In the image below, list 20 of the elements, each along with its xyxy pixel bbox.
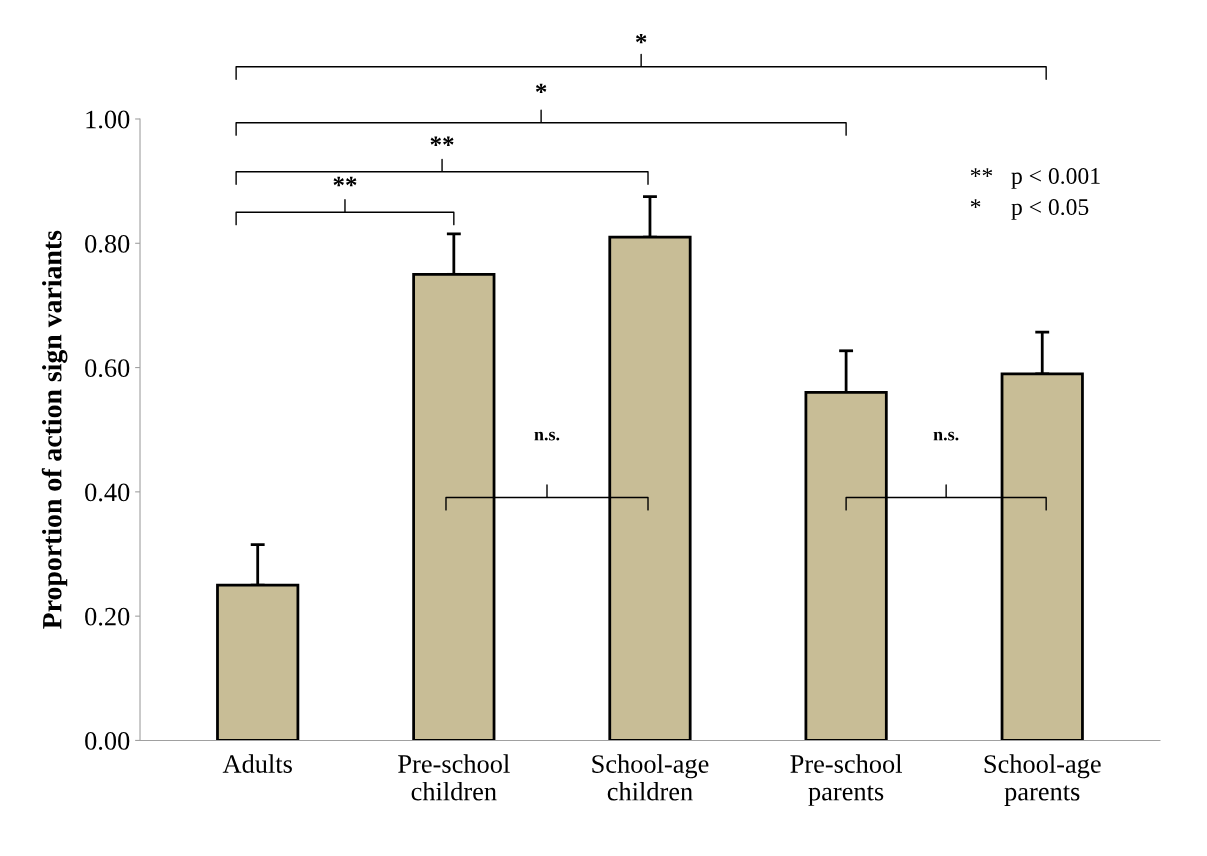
text: * (635, 33, 647, 44)
x-tick-label: School-age children (592, 754, 709, 801)
annotation: ** p < 0.001 (970, 168, 1100, 189)
annotation: ** (333, 176, 357, 187)
y-tick-label: 0.60 (85, 359, 130, 378)
x-tick-label: Pre-school parents (790, 754, 903, 806)
y-tick-label: 0.40 (85, 483, 130, 502)
y-tick-label: 0.20 (85, 607, 130, 626)
x-tick-label: School-age parents (984, 754, 1101, 806)
x-tick-label: Pre-school children (398, 754, 510, 801)
y-tick-label: 0.80 (85, 234, 130, 253)
y-tick-label: 1.00 (86, 110, 130, 129)
annotation: n.s. (534, 431, 560, 441)
annotation: ** (430, 136, 454, 146)
y-axis-title: Proportion of action sign variants (41, 230, 68, 629)
y-tick-label: 0.00 (85, 732, 130, 750)
annotation: n.s. (933, 431, 959, 441)
annotation: * p < 0.05 (970, 199, 1089, 220)
x-tick-label: Adults (222, 754, 292, 773)
text: * (535, 83, 547, 94)
